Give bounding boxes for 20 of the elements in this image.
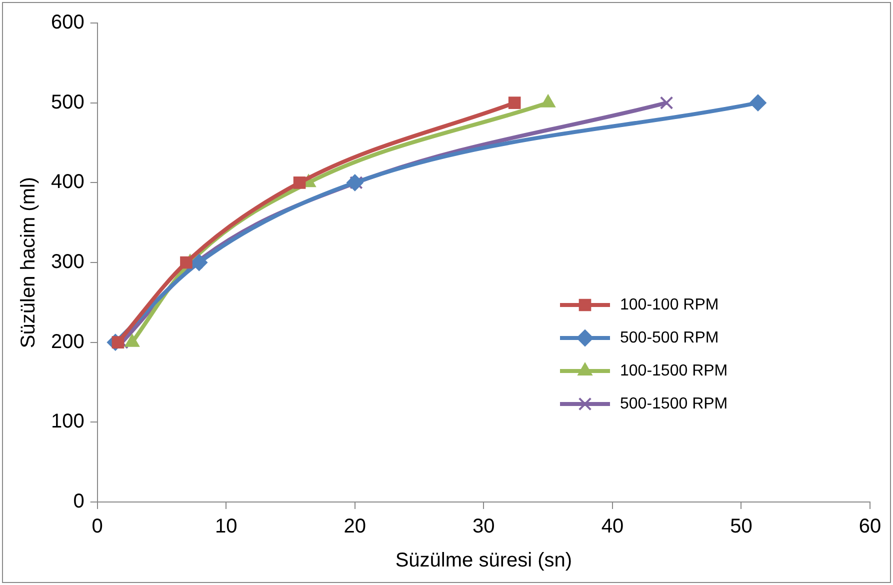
y-tick-label: 400 <box>50 171 84 194</box>
x-tick-label: 50 <box>730 516 752 538</box>
x-axis-title: Süzülme süresi (sn) <box>395 550 572 572</box>
x-tick-label: 40 <box>601 516 624 538</box>
legend-label: 500-1500 RPM <box>620 395 728 412</box>
legend-label: 100-1500 RPM <box>620 362 728 380</box>
y-tick-label: 600 <box>50 12 84 34</box>
y-tick-label: 200 <box>50 330 84 353</box>
y-tick-label: 100 <box>50 410 84 433</box>
y-tick-label: 300 <box>50 251 84 274</box>
y-tick-label: 500 <box>50 91 84 114</box>
x-tick-label: 0 <box>92 516 103 538</box>
y-tick-label: 0 <box>73 490 84 513</box>
legend-label: 500-500 RPM <box>620 329 719 346</box>
x-tick-label: 60 <box>858 516 882 538</box>
x-tick-label: 30 <box>472 516 495 538</box>
x-tick-label: 20 <box>344 516 366 538</box>
legend-label: 100-100 RPM <box>620 296 719 314</box>
x-tick-label: 10 <box>215 516 238 538</box>
y-axis-title: Süzülen hacim (ml) <box>18 176 40 348</box>
